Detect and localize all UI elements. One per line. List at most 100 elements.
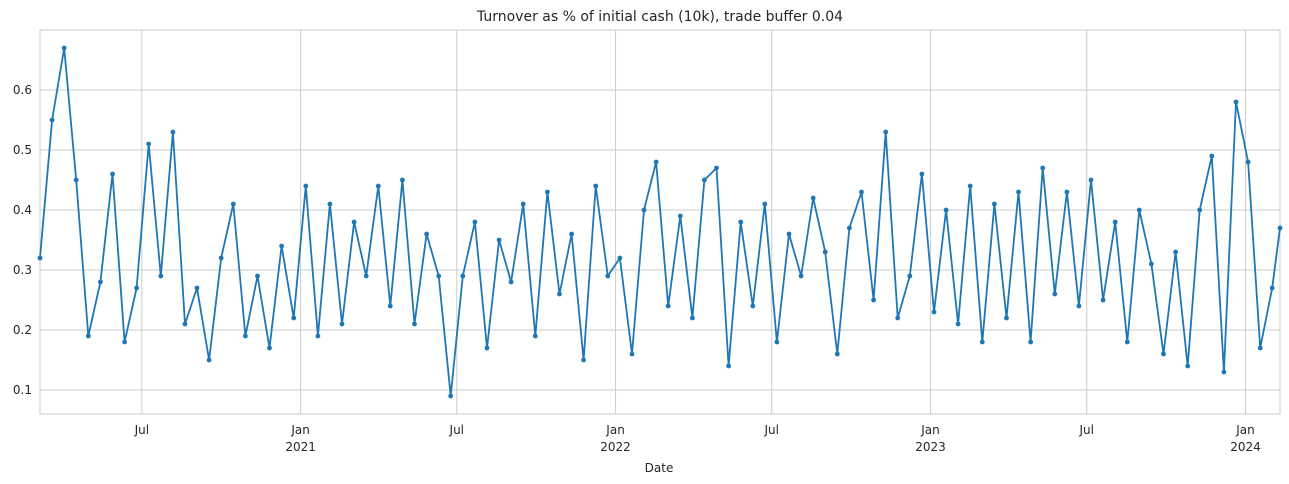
data-point [460,273,466,279]
data-point [931,309,937,315]
data-point [955,321,961,327]
data-point [1112,219,1118,225]
data-point [496,237,502,243]
x-tick-year-label: 2023 [915,440,946,454]
data-point [871,297,876,303]
data-point [593,183,599,189]
series-line [39,47,1281,397]
data-point [1100,297,1106,303]
data-point [327,201,333,207]
data-point [230,201,236,207]
data-point [834,351,840,357]
data-point [98,279,103,285]
x-tick-year-label: 2021 [285,440,316,454]
data-point [907,273,913,279]
data-point [1185,363,1191,369]
data-point [61,45,67,51]
data-point [665,303,671,309]
data-point [1040,165,1046,171]
data-point [1221,369,1227,375]
x-tick-label: Jan [1235,423,1255,437]
data-point [170,129,176,135]
y-tick-label: 0.1 [13,383,32,397]
x-tick-label: Jan [290,423,310,437]
data-point [847,225,852,231]
data-point [690,315,695,321]
x-tick-label: Jul [134,423,149,437]
x-tick-labels: Jul Jan 2021 Jul Jan 2022 Jul Jan 2023 Jul Jan 2024 [134,423,1261,454]
data-point [641,207,647,213]
data-point [1076,303,1082,309]
data-point [1233,99,1239,105]
x-tick-label: Jul [1078,423,1093,437]
data-point [303,183,309,189]
data-point [206,357,212,363]
data-point [1088,177,1094,183]
data-point [702,177,707,183]
data-point [1052,291,1058,297]
data-point [37,255,43,261]
y-tick-label: 0.4 [13,203,32,217]
data-point [339,321,345,327]
y-tick-label: 0.5 [13,143,32,157]
data-point [85,333,91,339]
x-tick-year-label: 2024 [1230,440,1261,454]
data-point [110,171,115,177]
data-point [146,141,152,147]
data-point [182,321,188,327]
data-point [387,303,393,309]
data-point [979,339,985,345]
x-tick-label: Jul [764,423,779,437]
data-point [73,177,79,183]
data-point [1004,315,1009,321]
data-point [1197,207,1203,213]
data-point [351,219,357,225]
data-point [653,159,659,165]
data-point [472,219,478,225]
x-axis-label: Date [645,461,674,475]
data-point [1209,153,1215,159]
data-point [267,345,272,351]
data-point [738,219,744,225]
data-point [375,183,381,189]
data-point [919,171,925,177]
data-point [412,321,417,327]
y-tick-label: 0.3 [13,263,32,277]
data-point [895,315,901,321]
series-turnover [37,45,1283,399]
data-point [1124,339,1130,345]
y-tick-label: 0.2 [13,323,32,337]
data-point [677,213,683,219]
data-point [520,201,526,207]
data-point [629,351,635,357]
data-point [762,201,768,207]
data-point [1149,261,1154,267]
data-point [1277,225,1283,231]
data-point [1136,207,1142,213]
data-point [255,273,260,279]
data-point [967,183,973,189]
data-point [1173,249,1178,255]
data-point [424,231,429,237]
data-point [569,231,574,237]
chart-title: Turnover as % of initial cash (10k), tra… [476,9,843,25]
data-point [617,255,623,261]
data-point [545,189,550,195]
data-point [49,117,55,123]
data-point [508,279,514,285]
data-point [279,243,284,249]
data-point [943,207,949,213]
data-point [436,273,442,279]
data-point [1028,339,1033,345]
data-point [363,273,369,279]
data-point [218,255,224,261]
data-point [883,129,889,135]
data-point [1245,159,1251,165]
data-point [1161,351,1166,357]
data-point [1257,345,1263,351]
x-tick-label: Jan [920,423,940,437]
data-point [786,231,792,237]
data-point [1064,189,1070,195]
y-tick-label: 0.6 [13,83,32,97]
